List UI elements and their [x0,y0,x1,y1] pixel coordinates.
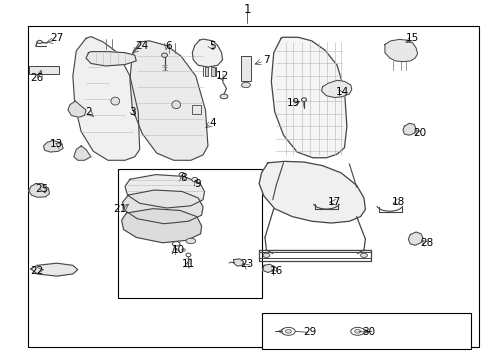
Ellipse shape [360,253,366,257]
Ellipse shape [354,329,360,333]
Bar [204,67,208,76]
Text: 14: 14 [335,87,348,97]
Polygon shape [192,39,222,67]
Ellipse shape [161,53,167,57]
Text: 2: 2 [85,107,92,117]
Bar [27,26,478,347]
Text: 9: 9 [194,179,201,189]
Text: 25: 25 [36,184,49,194]
Bar [211,67,215,76]
Polygon shape [271,37,346,158]
Text: 23: 23 [240,259,253,269]
Text: 27: 27 [50,33,63,43]
Ellipse shape [301,98,306,102]
Polygon shape [402,123,415,135]
Text: 29: 29 [303,327,316,337]
Polygon shape [233,259,243,266]
Polygon shape [68,101,86,117]
Ellipse shape [281,327,295,335]
Text: 6: 6 [165,41,172,50]
Text: 16: 16 [269,266,282,276]
Text: 12: 12 [216,71,229,81]
Text: 26: 26 [31,73,44,83]
Ellipse shape [37,40,42,44]
Ellipse shape [263,253,269,257]
Polygon shape [321,80,351,98]
Text: 18: 18 [391,197,404,207]
Polygon shape [259,161,365,223]
Bar [191,105,200,114]
Polygon shape [122,209,201,243]
Ellipse shape [179,172,184,177]
Polygon shape [407,232,422,245]
Ellipse shape [171,101,180,109]
Ellipse shape [181,248,185,251]
Text: 22: 22 [31,266,44,276]
Ellipse shape [285,329,291,333]
Bar [118,169,261,298]
Text: 28: 28 [420,238,433,248]
Text: 5: 5 [209,41,216,50]
Polygon shape [43,140,63,152]
Polygon shape [74,146,91,160]
Ellipse shape [111,97,120,105]
Ellipse shape [185,253,190,257]
Ellipse shape [350,327,364,335]
Text: 10: 10 [172,245,185,255]
Polygon shape [125,175,204,208]
Polygon shape [263,264,274,273]
Text: 20: 20 [413,129,426,138]
Text: 4: 4 [209,118,216,128]
Text: 21: 21 [113,204,126,214]
Polygon shape [130,41,207,160]
Ellipse shape [185,238,195,244]
Bar [261,313,470,348]
Text: 19: 19 [286,98,299,108]
Ellipse shape [191,177,197,182]
Polygon shape [31,263,78,276]
Bar [29,66,59,74]
Text: 3: 3 [129,107,135,117]
Polygon shape [122,190,203,224]
Text: 11: 11 [182,259,195,269]
Text: 17: 17 [327,197,341,207]
Polygon shape [29,184,49,197]
Text: 8: 8 [180,173,186,183]
Polygon shape [86,51,136,66]
Text: 24: 24 [135,41,148,50]
Text: 1: 1 [243,3,250,16]
Ellipse shape [220,94,227,99]
Polygon shape [73,37,140,160]
Text: 7: 7 [263,55,269,65]
Ellipse shape [172,242,180,246]
Text: 13: 13 [50,139,63,149]
Bar [240,55,251,81]
Polygon shape [384,40,417,62]
Text: 30: 30 [362,327,375,337]
Ellipse shape [241,82,250,87]
Text: 15: 15 [405,33,419,43]
